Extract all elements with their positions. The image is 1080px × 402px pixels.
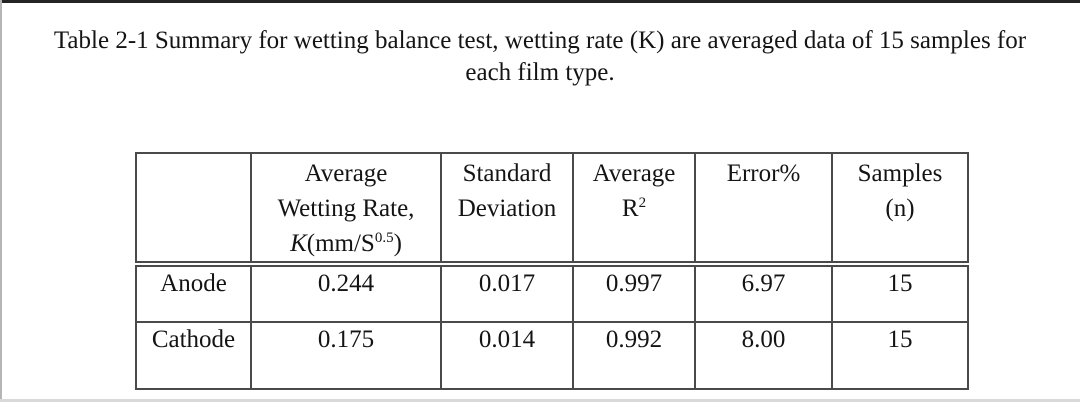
formula-exponent: 0.5 (374, 230, 394, 246)
header-wetting-rate-line2: Wetting Rate, (277, 195, 415, 222)
formula-k-symbol: K (290, 230, 307, 257)
cell-cathode-error-pct: 8.00 (694, 321, 833, 390)
cell-cathode-std-dev: 0.014 (440, 321, 574, 390)
cell-anode-wetting-rate: 0.244 (250, 263, 442, 323)
page-top-edge-line (0, 0, 1080, 3)
header-std-dev-line1: Standard (462, 160, 552, 187)
header-cell-empty (135, 152, 252, 267)
header-wetting-rate-line1: Average (304, 160, 388, 187)
header-error-line1: Error% (726, 160, 801, 187)
page-bottom-edge-line (0, 399, 1080, 402)
header-cell-average-r2: Average R2 (572, 152, 696, 267)
header-std-dev-line2: Deviation (457, 195, 557, 222)
r-symbol: R (621, 195, 639, 222)
cell-anode-label: Anode (135, 263, 252, 323)
formula-unit-open: (mm/S (306, 230, 375, 257)
header-avg-r2-line2: R2 (576, 191, 692, 226)
header-row: Average Wetting Rate, K(mm/S0.5) Standar… (135, 152, 969, 267)
cell-anode-samples: 15 (831, 263, 969, 323)
cell-cathode-avg-r2: 0.992 (572, 321, 696, 390)
table-caption: Table 2-1 Summary for wetting balance te… (0, 25, 1080, 89)
wetting-balance-summary-table: Average Wetting Rate, K(mm/S0.5) Standar… (135, 152, 969, 390)
table-caption-line2: each film type. (465, 59, 615, 86)
header-samples-line2: (n) (885, 195, 915, 222)
table-caption-line1: Table 2-1 Summary for wetting balance te… (53, 27, 1027, 54)
cell-cathode-wetting-rate: 0.175 (250, 321, 442, 390)
header-samples-line1: Samples (857, 160, 943, 187)
header-cell-standard-deviation: Standard Deviation (440, 152, 574, 267)
r-exponent: 2 (638, 195, 647, 211)
header-cell-error-pct: Error% (694, 152, 833, 267)
cell-cathode-label: Cathode (135, 321, 252, 390)
header-cell-average-wetting-rate: Average Wetting Rate, K(mm/S0.5) (250, 152, 442, 267)
header-wetting-rate-formula: K(mm/S0.5) (254, 226, 438, 258)
cell-anode-avg-r2: 0.997 (572, 263, 696, 323)
header-avg-r2-line1: Average (592, 160, 676, 187)
page-left-edge-line (0, 0, 2, 402)
header-cell-samples: Samples (n) (831, 152, 969, 267)
table-row-cathode: Cathode 0.175 0.014 0.992 8.00 15 (135, 321, 969, 390)
table-row-anode: Anode 0.244 0.017 0.997 6.97 15 (135, 263, 969, 323)
cell-cathode-samples: 15 (831, 321, 969, 390)
cell-anode-std-dev: 0.017 (440, 263, 574, 323)
formula-unit-close: ) (393, 230, 402, 257)
cell-anode-error-pct: 6.97 (694, 263, 833, 323)
